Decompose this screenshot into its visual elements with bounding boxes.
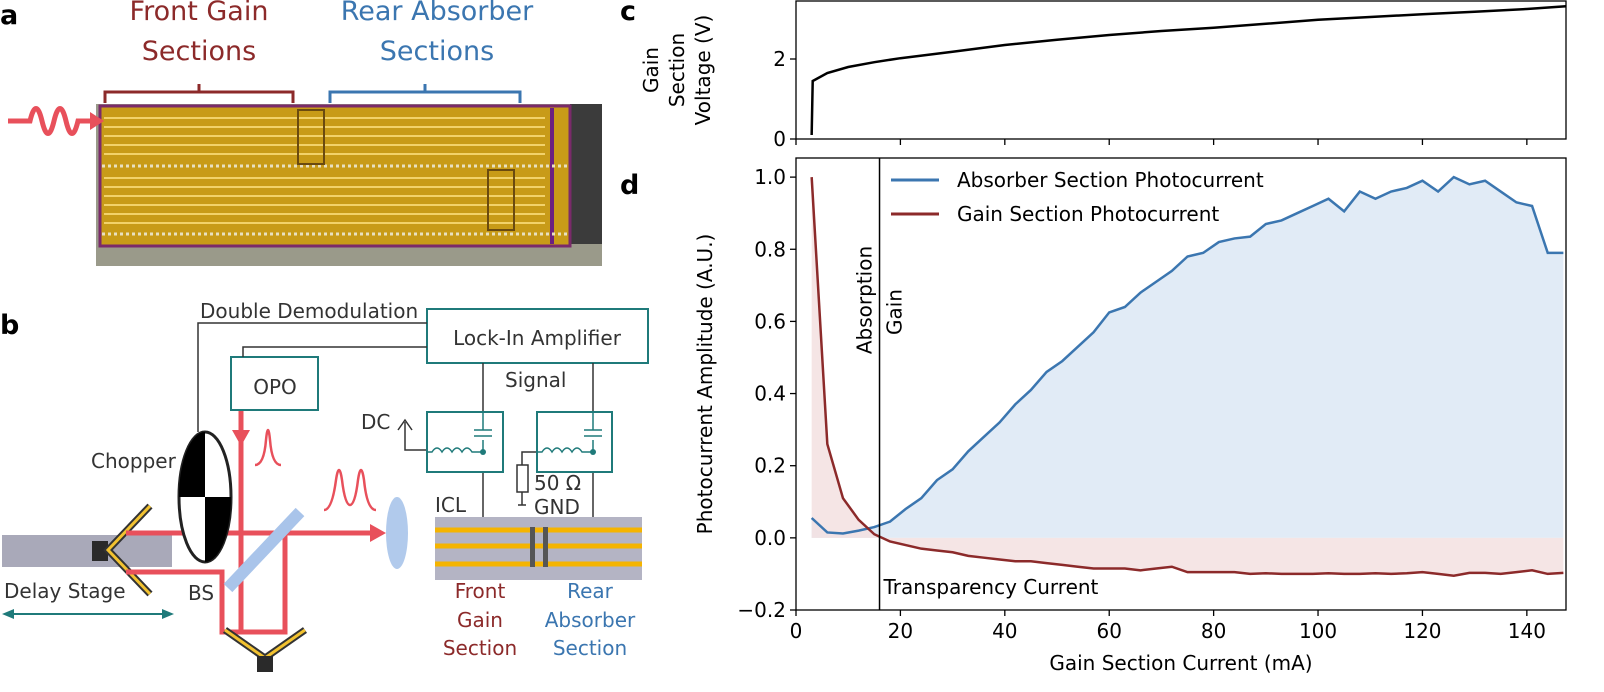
y-tick-label: 0 xyxy=(773,127,786,151)
y-axis-label: Section xyxy=(665,33,689,107)
label: Front xyxy=(455,579,506,603)
annotation: Transparency Current xyxy=(883,575,1099,599)
annotation: Absorption xyxy=(853,246,877,354)
x-tick-label: 0 xyxy=(790,619,803,643)
y-tick-label: 0.6 xyxy=(754,309,786,333)
pulse-arrow xyxy=(8,106,92,136)
panel-letter: c xyxy=(620,0,636,27)
label: Signal xyxy=(505,368,566,392)
y-tick-label: −0.2 xyxy=(737,598,786,622)
label: Chopper xyxy=(91,449,177,473)
label: DC xyxy=(361,410,390,434)
y-tick-label: 1.0 xyxy=(754,165,786,189)
data-line xyxy=(810,177,1564,577)
front-label: Sections xyxy=(142,36,256,67)
label: Section xyxy=(443,636,517,660)
label: GND xyxy=(534,495,580,519)
front-label: Front Gain xyxy=(130,0,269,27)
x-tick-label: 60 xyxy=(1096,619,1121,643)
y-axis-label: Gain xyxy=(639,47,663,93)
label: Double Demodulation xyxy=(200,299,418,323)
bracket xyxy=(328,84,522,103)
area-fill xyxy=(811,177,1564,538)
y-tick-label: 2 xyxy=(773,47,786,71)
legend-label: Gain Section Photocurrent xyxy=(957,202,1219,226)
label: Delay Stage xyxy=(4,579,126,603)
x-tick-label: 80 xyxy=(1201,619,1226,643)
x-tick-label: 40 xyxy=(992,619,1017,643)
label: Lock-In Amplifier xyxy=(453,326,622,350)
rear-label: Sections xyxy=(380,36,494,67)
label: OPO xyxy=(253,375,297,399)
x-tick-label: 140 xyxy=(1508,619,1546,643)
rear-label: Rear Absorber xyxy=(341,0,534,27)
x-tick-label: 100 xyxy=(1299,619,1337,643)
y-axis-label: Voltage (V) xyxy=(691,15,715,126)
bracket xyxy=(103,84,295,103)
y-tick-label: 0.0 xyxy=(754,526,786,550)
data-line xyxy=(810,175,1564,535)
label: Rear xyxy=(567,579,614,603)
panel-letter: b xyxy=(0,310,19,341)
data-line xyxy=(810,4,1567,136)
y-tick-label: 0.4 xyxy=(754,382,786,406)
label: 50 Ω xyxy=(534,471,581,495)
y-axis-label: Photocurrent Amplitude (A.U.) xyxy=(693,234,717,535)
x-tick-label: 20 xyxy=(888,619,913,643)
annotation: Gain xyxy=(883,289,907,335)
x-tick-label: 120 xyxy=(1403,619,1441,643)
panel-letter: d xyxy=(620,170,639,201)
label: BS xyxy=(188,581,214,605)
y-tick-label: 0.8 xyxy=(754,237,786,261)
arrow-head xyxy=(90,112,104,130)
plot-frame xyxy=(795,157,1567,611)
legend-label: Absorber Section Photocurrent xyxy=(957,168,1264,192)
setup-diagram xyxy=(2,308,649,672)
label: Gain xyxy=(457,608,503,632)
plot-frame xyxy=(795,0,1567,140)
y-tick-label: 0.2 xyxy=(754,454,786,478)
x-axis-label: Gain Section Current (mA) xyxy=(1049,651,1312,675)
chip-photo xyxy=(96,104,602,266)
label: Absorber xyxy=(545,608,636,632)
label: ICL xyxy=(435,493,467,517)
label: Section xyxy=(553,636,627,660)
panel-letter: a xyxy=(0,0,18,31)
